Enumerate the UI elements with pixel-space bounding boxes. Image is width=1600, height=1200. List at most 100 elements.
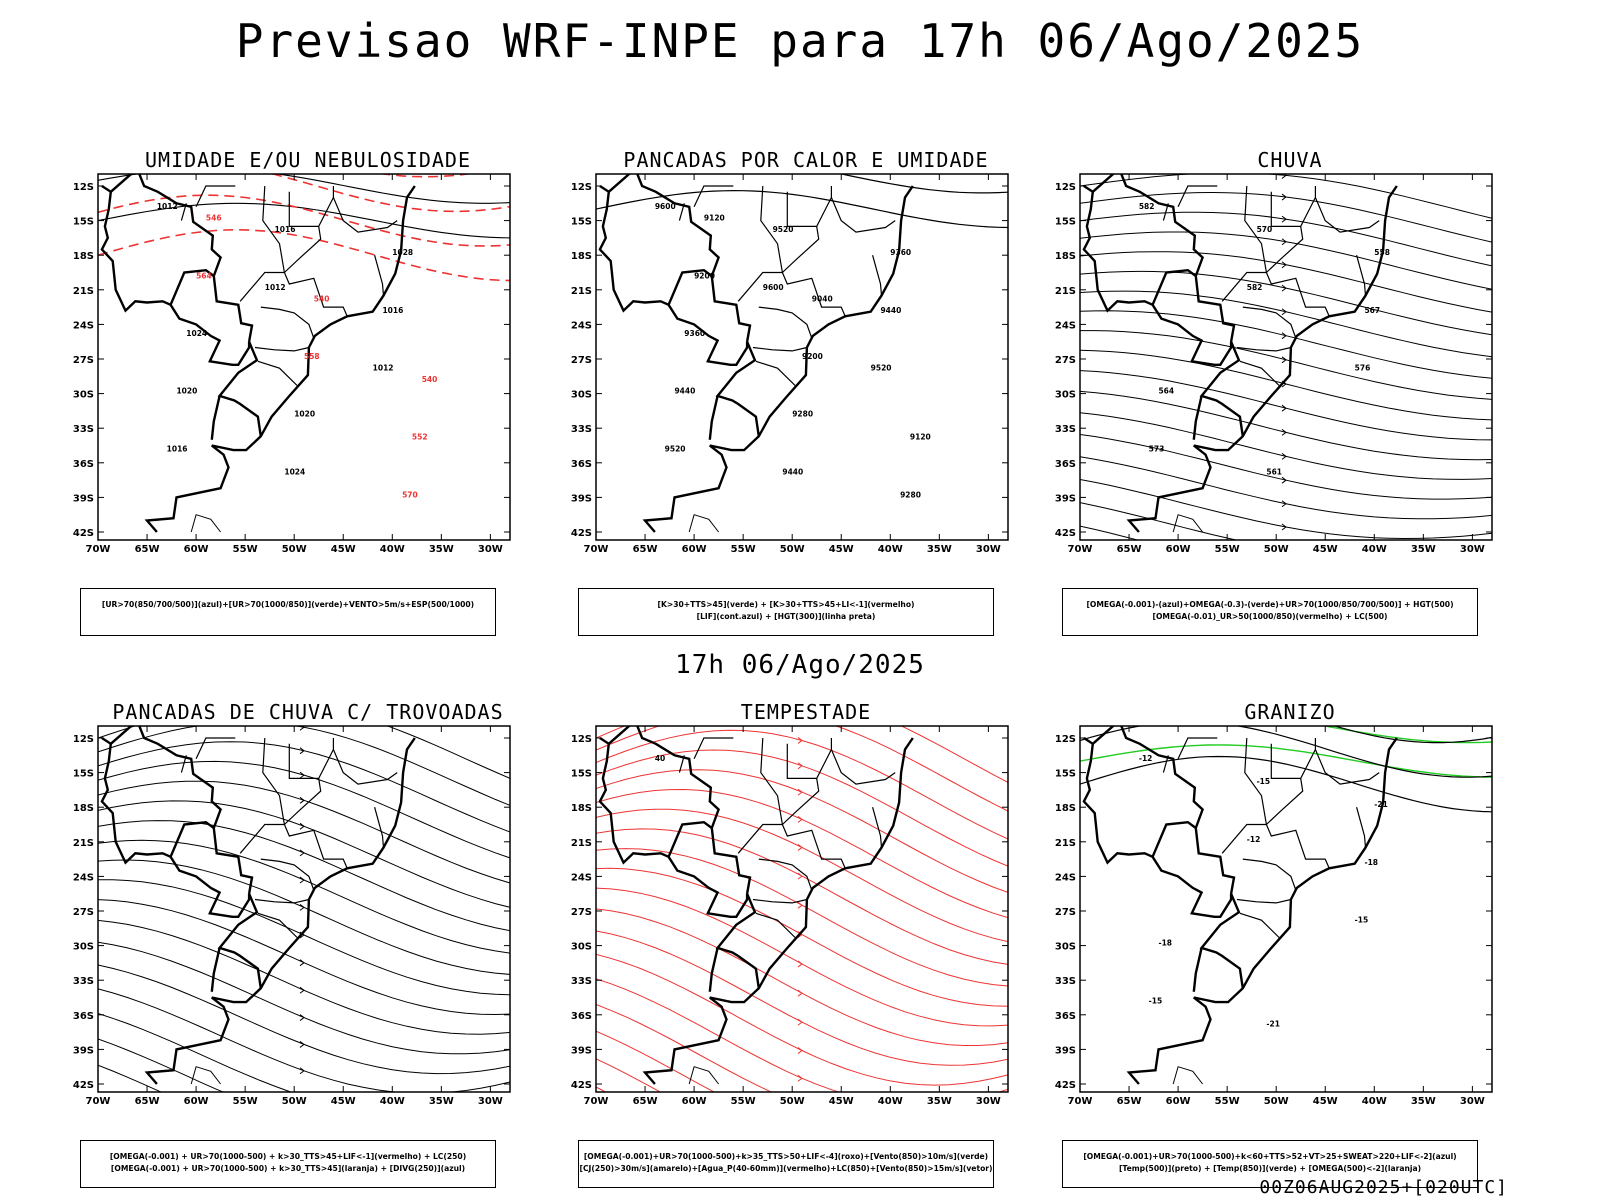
panel-legend: [UR>70(850/700/500)](azul)+[UR>70(1000/8… xyxy=(80,588,496,636)
lat-tick-label: 36S xyxy=(73,1011,94,1022)
rain-area-cell xyxy=(1039,173,1040,174)
jet-area-cell xyxy=(555,725,557,727)
rain-area-cell xyxy=(1039,173,1040,174)
wind-850-area-cell xyxy=(555,725,557,727)
convective-area-cell xyxy=(555,173,556,174)
moist-upper-area-cell xyxy=(57,173,59,175)
jet-area-cell xyxy=(555,725,557,727)
rain-area-cell xyxy=(1039,173,1041,175)
pressure-contour xyxy=(98,174,510,239)
convective-area-cell xyxy=(555,173,556,174)
moist-upper-area-cell xyxy=(57,173,59,175)
jet-area-cell xyxy=(555,725,557,727)
rain-area-cell xyxy=(1039,173,1040,174)
wind-850-area-cell xyxy=(555,725,557,727)
jet-area-cell xyxy=(556,726,557,727)
omega-strong-area-cell xyxy=(1039,173,1040,174)
flow-arrow xyxy=(1281,308,1287,316)
geography-group xyxy=(596,726,914,1085)
jet-area-cell xyxy=(556,726,557,727)
contour-value-label: -12 xyxy=(1139,754,1153,763)
red-speckle-cell xyxy=(57,173,59,175)
jet-area-cell xyxy=(556,726,557,727)
moist-upper-area-cell xyxy=(57,173,59,175)
jet-area-cell xyxy=(556,726,557,727)
rain-area-cell xyxy=(1039,173,1040,174)
green-ring xyxy=(58,174,59,175)
jet-area-cell xyxy=(556,725,557,726)
jet-area-cell xyxy=(556,726,557,727)
rain-area-cell xyxy=(1039,173,1041,175)
rain-area-cell xyxy=(1039,173,1040,174)
wind-850-area-cell xyxy=(555,726,556,727)
rain-area-cell xyxy=(1039,173,1041,175)
state-border xyxy=(1221,737,1268,854)
instability-area-cell xyxy=(57,725,59,727)
rain-area-cell xyxy=(1039,174,1041,175)
jet-area-cell xyxy=(555,725,557,727)
moist-upper-area-cell xyxy=(57,173,58,174)
jet-area-cell xyxy=(556,726,557,727)
moist-upper-area-cell xyxy=(58,173,59,175)
rain-area-cell xyxy=(1039,173,1041,174)
green-ring-cell xyxy=(58,174,59,175)
convective-area-cell xyxy=(556,174,557,175)
rain-area-cell xyxy=(1039,173,1041,175)
convective-area-cell xyxy=(555,173,556,174)
country-border xyxy=(169,820,215,858)
omega-area xyxy=(1039,173,1041,175)
omega-strong-area-cell xyxy=(1040,174,1041,175)
omega-strong-area-cell xyxy=(1040,174,1041,175)
rain-area-cell xyxy=(1040,174,1041,175)
moist-upper-area-cell xyxy=(58,174,59,175)
moist-upper-area-cell xyxy=(57,173,58,174)
moist-upper-area-cell xyxy=(57,173,59,175)
jet-area-cell xyxy=(555,725,556,726)
wind-850-area-cell xyxy=(555,725,556,726)
flow-arrow xyxy=(299,904,305,911)
rain-area-cell xyxy=(1039,173,1041,175)
red-speckle-cell xyxy=(57,173,59,175)
wind-850-area-cell xyxy=(556,726,557,727)
convective-area-cell xyxy=(556,174,557,175)
omega-strong-area-cell xyxy=(1040,174,1041,175)
thickness-contour-line xyxy=(98,91,510,142)
jet-area-cell xyxy=(555,725,556,726)
lon-tick-label: 70W xyxy=(584,1096,609,1107)
state-border xyxy=(1314,197,1380,233)
jet-area-cell xyxy=(555,725,557,727)
jet-area-cell xyxy=(555,725,557,726)
instability-area-cell xyxy=(57,725,58,726)
jet-area-cell xyxy=(555,725,556,726)
temp-850-contour-line xyxy=(1321,726,1492,744)
green-ring-cell xyxy=(58,174,59,175)
jet-area-cell xyxy=(556,726,557,727)
lat-tick-label: 39S xyxy=(73,1045,94,1056)
lat-tick-label: 30S xyxy=(571,942,592,953)
flow-arrow xyxy=(797,1018,803,1026)
green-ring-cell xyxy=(57,173,59,175)
jet-area-cell xyxy=(555,725,556,726)
rain-area-cell xyxy=(1040,174,1041,175)
country-border xyxy=(100,184,251,366)
contour-value-label: 9600 xyxy=(655,202,676,211)
jet-area-cell xyxy=(556,725,557,726)
unstable-area-cell xyxy=(555,173,556,175)
jet-area-cell xyxy=(555,726,557,727)
jet-area-cell xyxy=(555,725,556,726)
rain-area-cell xyxy=(1039,173,1041,175)
instability-area-cell xyxy=(58,726,59,727)
state-border xyxy=(1356,255,1367,296)
green-ring-cell xyxy=(57,173,59,175)
green-ring-cell xyxy=(58,174,59,175)
lat-tick-label: 42S xyxy=(1055,1080,1076,1091)
rain-area-cell xyxy=(1039,173,1040,174)
jet-area-cell xyxy=(555,726,557,727)
unstable-area-cell xyxy=(555,173,557,175)
map-umidade: 1012101210121016101610161020102410281024… xyxy=(57,173,511,555)
jet-area-cell xyxy=(555,725,557,727)
green-ring xyxy=(57,173,59,175)
red-speckle-cell xyxy=(57,173,59,175)
convective-area-cell xyxy=(555,174,557,175)
jet-area-cell xyxy=(555,725,557,727)
